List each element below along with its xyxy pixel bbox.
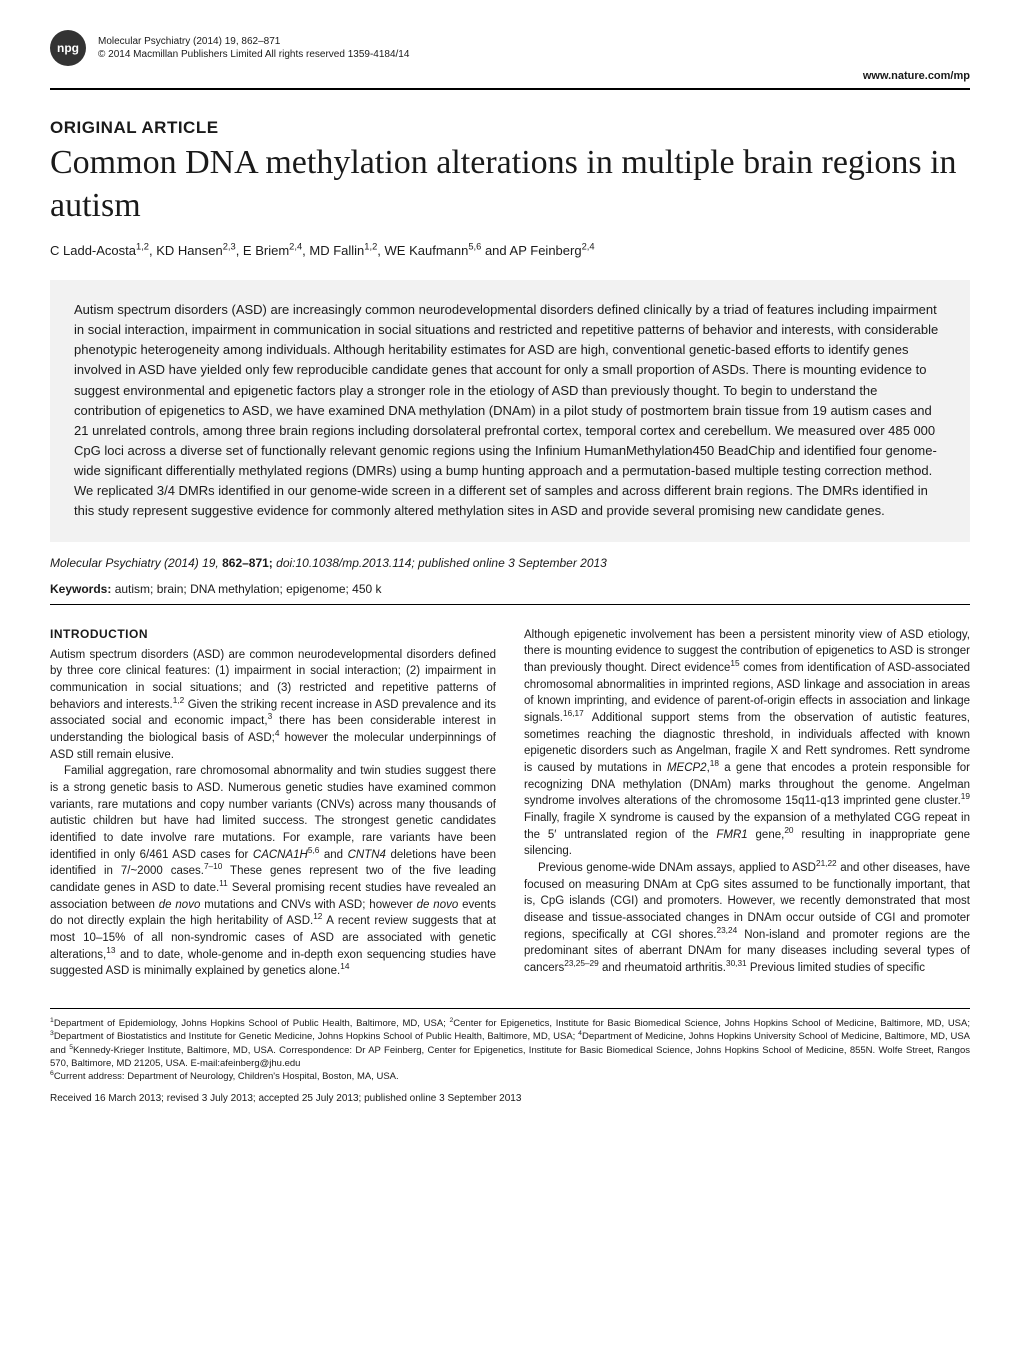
abstract: Autism spectrum disorders (ASD) are incr…	[50, 280, 970, 542]
citation-journal: Molecular Psychiatry	[50, 556, 161, 570]
citation-year-vol: (2014) 19,	[164, 556, 219, 570]
body-columns: INTRODUCTION Autism spectrum disorders (…	[50, 627, 970, 980]
introduction-heading: INTRODUCTION	[50, 627, 496, 641]
header: npg Molecular Psychiatry (2014) 19, 862–…	[50, 30, 970, 66]
intro-p4: Previous genome-wide DNAm assays, applie…	[524, 860, 970, 977]
footer-rule	[50, 1008, 970, 1009]
column-left: INTRODUCTION Autism spectrum disorders (…	[50, 627, 496, 980]
citation-pages: 862–871;	[222, 556, 273, 570]
top-rule	[50, 88, 970, 90]
copyright-line: © 2014 Macmillan Publishers Limited All …	[98, 48, 409, 61]
received-line: Received 16 March 2013; revised 3 July 2…	[50, 1093, 970, 1104]
header-meta: Molecular Psychiatry (2014) 19, 862–871 …	[98, 35, 409, 61]
keywords: Keywords: autism; brain; DNA methylation…	[50, 582, 970, 596]
author-list: C Ladd-Acosta1,2, KD Hansen2,3, E Briem2…	[50, 243, 970, 258]
keywords-text: autism; brain; DNA methylation; epigenom…	[115, 582, 382, 596]
citation-doi: doi:10.1038/mp.2013.114; published onlin…	[276, 556, 607, 570]
article-title: Common DNA methylation alterations in mu…	[50, 142, 970, 227]
section-rule	[50, 604, 970, 605]
journal-url: www.nature.com/mp	[50, 70, 970, 82]
affiliations: 1Department of Epidemiology, Johns Hopki…	[50, 1017, 970, 1083]
article-citation: Molecular Psychiatry (2014) 19, 862–871;…	[50, 556, 970, 570]
article-type: ORIGINAL ARTICLE	[50, 118, 970, 138]
intro-p2: Familial aggregation, rare chromosomal a…	[50, 763, 496, 980]
column-right: Although epigenetic involvement has been…	[524, 627, 970, 980]
npg-logo: npg	[50, 30, 86, 66]
journal-citation: Molecular Psychiatry (2014) 19, 862–871	[98, 35, 409, 48]
keywords-label: Keywords:	[50, 582, 111, 596]
intro-p1: Autism spectrum disorders (ASD) are comm…	[50, 647, 496, 764]
intro-p3: Although epigenetic involvement has been…	[524, 627, 970, 860]
